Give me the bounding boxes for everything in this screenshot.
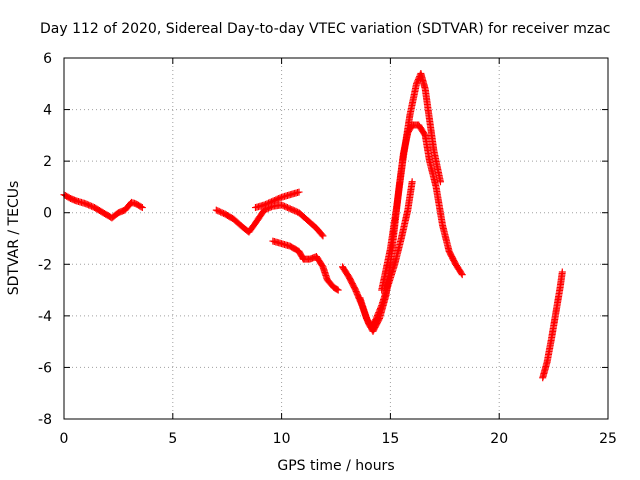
x-tick-label: 15: [381, 431, 399, 447]
data-point: [413, 80, 421, 88]
series-arc-6: [356, 178, 416, 330]
x-tick-label: 20: [490, 431, 508, 447]
ticks-layer: 0 5 10 15 20 25 -8 -6 -4 -2 0 2 4 6: [38, 51, 617, 447]
data-point: [295, 188, 303, 196]
data-point: [318, 231, 326, 239]
y-tick-label: -8: [38, 412, 52, 428]
marks-layer: [60, 69, 566, 382]
chart-title: Day 112 of 2020, Sidereal Day-to-day VTE…: [40, 21, 610, 37]
series-arc-8: [539, 268, 566, 382]
data-point: [558, 268, 566, 276]
series-arc-7: [378, 69, 444, 294]
data-point: [457, 269, 465, 277]
y-tick-label: -2: [38, 257, 52, 273]
y-tick-label: -6: [38, 360, 52, 376]
series-arc-3: [251, 188, 303, 212]
x-tick-label: 25: [599, 431, 617, 447]
x-tick-label: 0: [60, 431, 69, 447]
x-tick-label: 5: [168, 431, 177, 447]
plot-frame: [63, 57, 609, 420]
x-tick-label: 10: [273, 431, 291, 447]
y-tick-label: 2: [43, 154, 52, 170]
series-arc-1: [60, 191, 146, 222]
data-point: [138, 204, 146, 212]
y-tick-label: 4: [43, 103, 52, 119]
grid-layer: [64, 58, 608, 419]
y-tick-label: 6: [43, 51, 52, 67]
data-point: [436, 178, 444, 186]
y-axis-label: SDTVAR / TECUs: [6, 181, 22, 296]
data-point: [458, 271, 466, 279]
data-point: [334, 286, 342, 294]
y-tick-label: -4: [38, 309, 52, 325]
data-point: [137, 203, 145, 211]
data-point: [408, 178, 416, 186]
x-axis-label: GPS time / hours: [277, 458, 394, 474]
y-tick-label: 0: [43, 206, 52, 222]
data-point: [319, 232, 327, 240]
series-arc-4: [269, 237, 342, 294]
series-arc-2: [212, 201, 327, 240]
data-point: [413, 78, 421, 86]
data-point: [333, 285, 341, 293]
